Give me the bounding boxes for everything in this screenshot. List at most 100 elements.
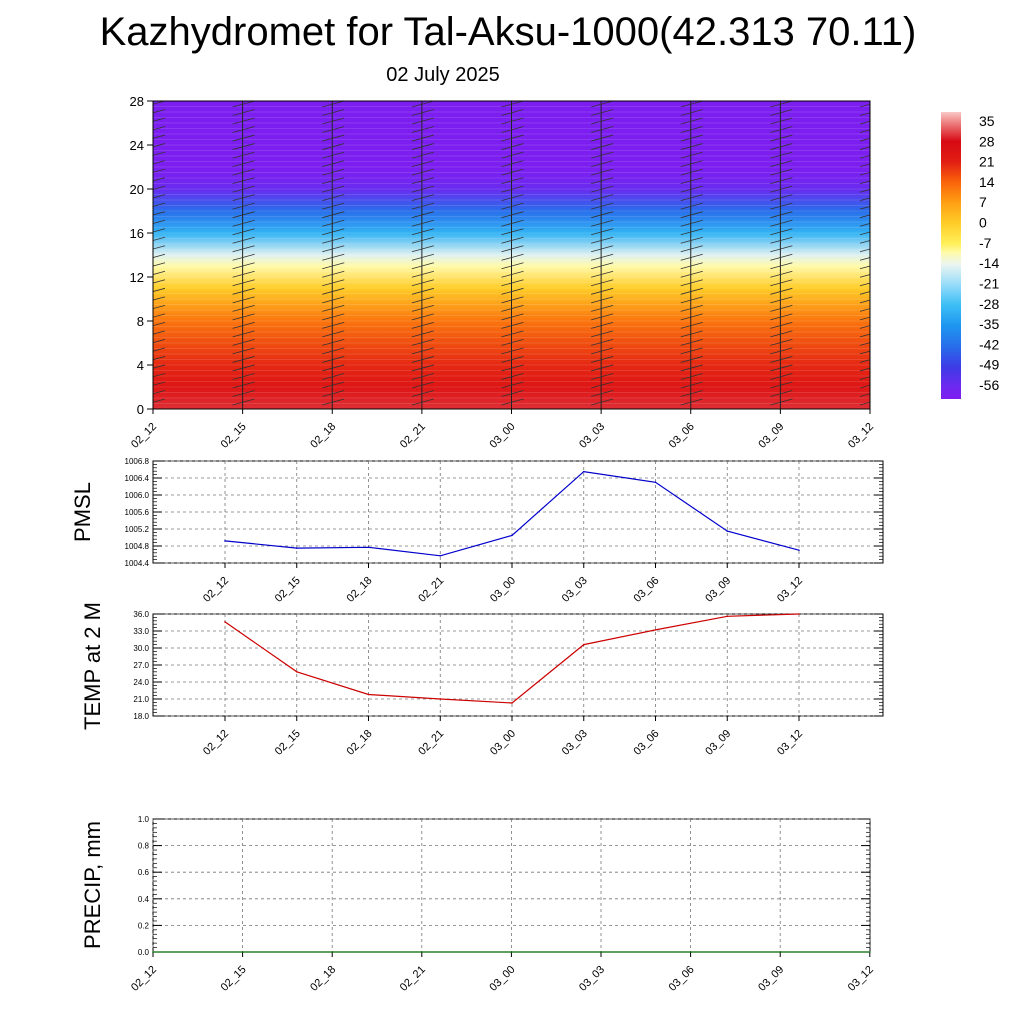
wind-barb xyxy=(680,296,703,304)
wind-barb xyxy=(322,364,345,372)
wind-barb xyxy=(859,223,870,227)
wind-barb xyxy=(680,228,703,236)
y-tick-label: 1006.8 xyxy=(125,457,150,466)
wind-barb xyxy=(411,321,434,329)
wind-barb xyxy=(591,364,614,372)
y-tick-label: 18.0 xyxy=(133,712,149,721)
wind-barb xyxy=(501,390,524,397)
wind-barb xyxy=(153,134,166,139)
wind-barb xyxy=(591,339,614,346)
wind-barb xyxy=(411,398,434,406)
wind-barb xyxy=(859,367,870,372)
wind-barb xyxy=(501,194,524,202)
wind-barb xyxy=(859,248,870,253)
x-tick-label: 02_21 xyxy=(416,728,446,758)
wind-barb xyxy=(153,304,166,310)
wind-barb xyxy=(232,134,255,142)
wind-barb xyxy=(411,373,434,380)
wind-barb xyxy=(322,126,345,133)
wind-barb xyxy=(153,381,166,386)
wind-barb xyxy=(322,373,345,380)
wind-barb xyxy=(770,168,793,176)
wind-barb xyxy=(770,202,793,210)
wind-barb xyxy=(153,160,166,165)
x-tick-label: 02_15 xyxy=(273,575,303,605)
wind-barb xyxy=(859,274,870,278)
wind-barb xyxy=(859,197,870,202)
wind-barb xyxy=(322,245,345,253)
wind-barb xyxy=(411,143,434,150)
wind-barb xyxy=(322,109,345,116)
colorbar-label: -49 xyxy=(979,357,999,373)
wind-barb xyxy=(411,134,434,142)
y-tick-label: 4 xyxy=(137,358,144,373)
y-axis-label: PMSL xyxy=(70,482,95,542)
data-point xyxy=(367,693,370,696)
wind-barb xyxy=(411,330,434,338)
y-tick-label: 1004.4 xyxy=(125,559,150,568)
wind-barb xyxy=(501,381,524,389)
wind-barb xyxy=(153,194,166,199)
wind-barb xyxy=(591,279,614,287)
colorbar-label: 35 xyxy=(979,113,995,129)
wind-barb xyxy=(411,202,434,210)
wind-barb xyxy=(232,381,255,389)
wind-barb xyxy=(591,304,614,312)
wind-barb xyxy=(770,304,793,312)
wind-barb xyxy=(859,206,870,210)
wind-barb xyxy=(770,356,793,363)
wind-barb xyxy=(859,189,870,193)
wind-barb xyxy=(232,356,255,363)
wind-barb xyxy=(680,381,703,389)
wind-barb xyxy=(411,313,434,321)
wind-barb xyxy=(859,180,870,185)
wind-barb xyxy=(411,356,434,363)
wind-barb xyxy=(322,160,345,167)
wind-barb xyxy=(770,262,793,270)
wind-barb xyxy=(591,194,614,202)
wind-barb xyxy=(859,333,870,338)
y-tick-label: 21.0 xyxy=(133,695,149,704)
wind-barb xyxy=(153,373,166,378)
wind-barb xyxy=(153,177,166,182)
wind-barb xyxy=(411,109,434,116)
wind-barb xyxy=(680,168,703,176)
wind-barb xyxy=(859,342,870,346)
data-point xyxy=(689,951,692,953)
wind-barb xyxy=(232,313,255,321)
data-point xyxy=(511,702,513,704)
x-tick-label: 03_09 xyxy=(703,575,733,605)
wind-barb xyxy=(859,103,870,108)
data-point xyxy=(582,470,585,473)
data-point xyxy=(331,951,334,953)
data-point xyxy=(511,534,513,537)
colorbar-label: 7 xyxy=(979,194,987,210)
wind-barb xyxy=(591,109,614,116)
pmsl-panel: 1004.4 1004.8 1005.2 1005.6 1006.0 1006.4 1006… xyxy=(70,457,884,605)
wind-barb xyxy=(411,228,434,236)
x-tick-label: 03_06 xyxy=(632,728,662,758)
wind-barb xyxy=(501,339,524,346)
wind-barb xyxy=(411,177,434,185)
wind-barb xyxy=(411,381,434,389)
wind-barb xyxy=(501,253,524,261)
wind-barb xyxy=(501,101,524,108)
wind-barb xyxy=(153,287,166,293)
x-tick-label: 02_21 xyxy=(416,575,446,605)
wind-barb xyxy=(501,143,524,150)
data-point xyxy=(600,951,602,953)
wind-barb xyxy=(501,168,524,176)
wind-barb xyxy=(859,137,870,142)
wind-barb xyxy=(680,177,703,185)
y-tick-label: 20 xyxy=(130,182,144,197)
y-tick-label: 12 xyxy=(130,270,144,285)
y-tick-label: 1005.2 xyxy=(125,525,150,534)
precip-panel: 0.0 0.2 0.4 0.6 0.8 1.0 02_12 02_15 02_18 02_21 03… xyxy=(80,815,876,994)
y-tick-label: 33.0 xyxy=(133,627,149,636)
x-tick-label: 02_12 xyxy=(201,575,231,605)
x-tick-label: 02_18 xyxy=(308,964,338,994)
wind-barb xyxy=(322,381,345,389)
wind-barb xyxy=(501,202,524,210)
wind-barb xyxy=(680,253,703,261)
wind-barb xyxy=(680,185,703,193)
